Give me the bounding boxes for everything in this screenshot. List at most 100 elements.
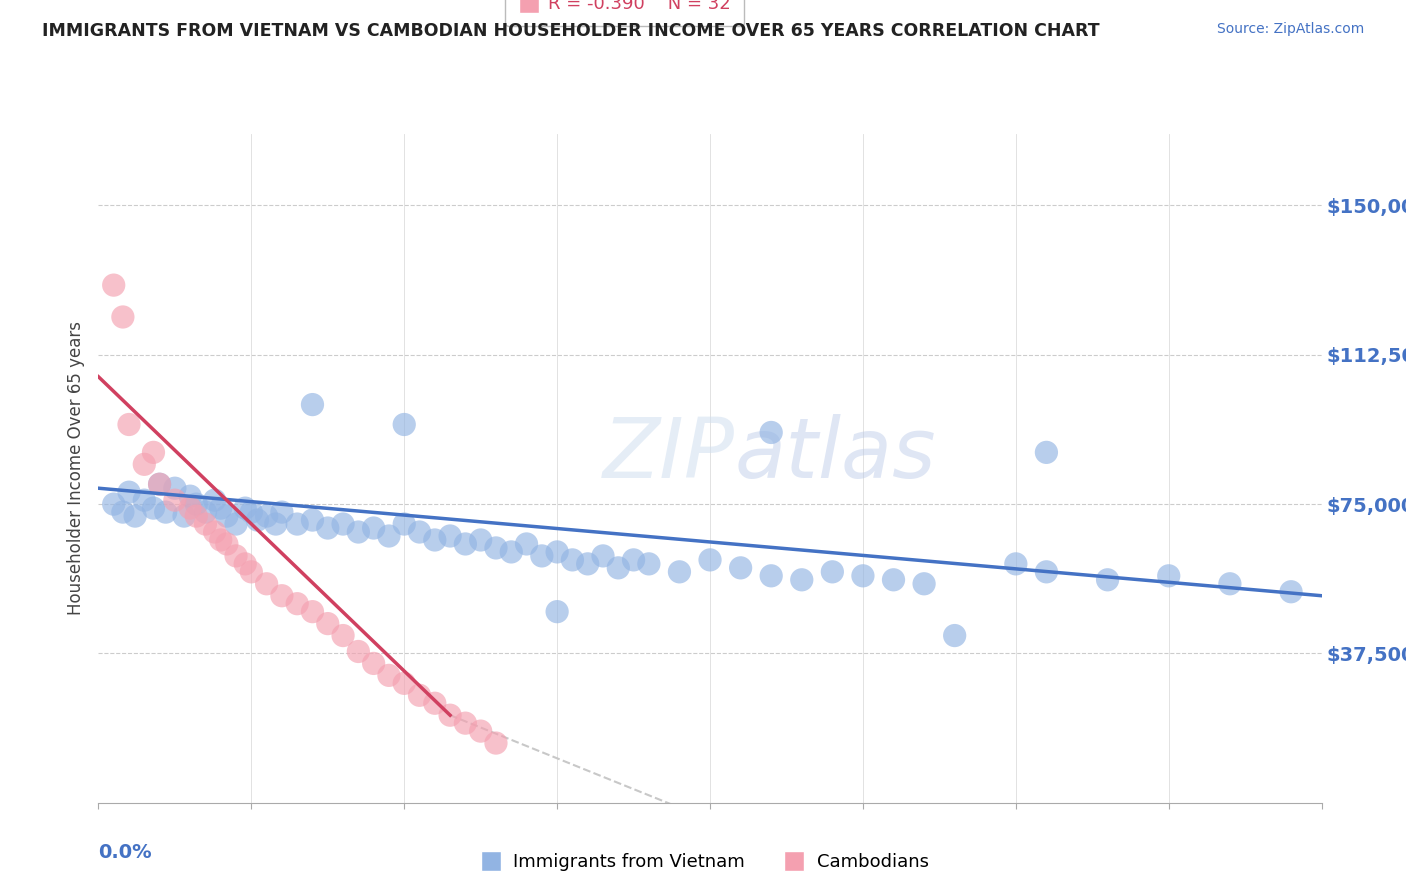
Point (485, 541, 508, 555)
Point (264, 517, 287, 532)
Point (730, 561, 752, 575)
Point (1035, 445, 1057, 459)
Point (912, 576, 935, 591)
Legend: Immigrants from Vietnam, Cambodians: Immigrants from Vietnam, Cambodians (470, 847, 936, 879)
Point (668, 565, 690, 579)
Point (408, 524, 430, 539)
Point (1279, 584, 1302, 599)
Point (215, 537, 238, 551)
Text: IMMIGRANTS FROM VIETNAM VS CAMBODIAN HOUSEHOLDER INCOME OVER 65 YEARS CORRELATIO: IMMIGRANTS FROM VIETNAM VS CAMBODIAN HOU… (42, 22, 1099, 40)
Point (209, 501, 232, 516)
Point (240, 565, 263, 579)
Point (233, 501, 256, 516)
Point (155, 505, 177, 519)
Point (363, 657, 385, 671)
Point (256, 509, 278, 524)
Point (225, 549, 247, 563)
Text: ZIP: ZIP (603, 415, 734, 495)
Point (439, 708, 461, 723)
Point (1219, 576, 1241, 591)
Point (118, 417, 141, 432)
Point (142, 501, 165, 516)
Point (179, 489, 201, 503)
Point (561, 553, 583, 567)
Point (392, 676, 416, 690)
Point (347, 644, 370, 658)
Point (1004, 557, 1026, 571)
Point (576, 557, 599, 571)
Point (592, 549, 614, 563)
Point (1157, 569, 1180, 583)
Point (270, 589, 292, 603)
Point (378, 529, 401, 543)
Point (209, 533, 232, 547)
Point (363, 521, 385, 535)
Point (194, 517, 217, 532)
Point (134, 458, 156, 472)
Point (240, 505, 263, 519)
Point (423, 533, 446, 547)
Y-axis label: Householder Income Over 65 years: Householder Income Over 65 years (66, 321, 84, 615)
Point (186, 497, 208, 511)
Point (623, 553, 645, 567)
Legend: R = -0.384    N = 66, R = -0.390    N = 32: R = -0.384 N = 66, R = -0.390 N = 32 (505, 0, 744, 26)
Point (301, 605, 323, 619)
Point (332, 628, 354, 642)
Text: Source: ZipAtlas.com: Source: ZipAtlas.com (1216, 22, 1364, 37)
Point (392, 417, 416, 432)
Point (124, 509, 146, 524)
Point (142, 445, 165, 459)
Point (103, 497, 125, 511)
Point (111, 310, 134, 324)
Point (408, 688, 430, 702)
Point (943, 628, 966, 642)
Point (637, 557, 661, 571)
Point (149, 477, 172, 491)
Point (439, 529, 461, 543)
Point (163, 481, 186, 495)
Point (821, 565, 844, 579)
Point (1097, 573, 1119, 587)
Point (852, 569, 875, 583)
Point (215, 509, 238, 524)
Point (454, 537, 477, 551)
Point (225, 517, 247, 532)
Point (316, 616, 339, 631)
Point (607, 561, 630, 575)
Point (530, 549, 553, 563)
Point (546, 545, 568, 559)
Point (285, 517, 308, 532)
Point (233, 557, 256, 571)
Point (173, 509, 195, 524)
Point (256, 576, 278, 591)
Point (149, 477, 172, 491)
Point (179, 501, 201, 516)
Point (301, 398, 323, 412)
Point (246, 513, 269, 527)
Point (883, 573, 905, 587)
Point (790, 573, 813, 587)
Point (501, 545, 523, 559)
Point (470, 724, 492, 739)
Point (1035, 565, 1057, 579)
Point (759, 569, 782, 583)
Point (392, 517, 416, 532)
Point (194, 505, 217, 519)
Point (378, 668, 401, 682)
Point (186, 509, 208, 524)
Point (546, 605, 568, 619)
Text: atlas: atlas (734, 415, 936, 495)
Text: 0.0%: 0.0% (98, 843, 152, 862)
Point (301, 513, 323, 527)
Point (103, 278, 125, 293)
Point (516, 537, 538, 551)
Point (118, 485, 141, 500)
Point (485, 736, 508, 750)
Point (285, 597, 308, 611)
Point (759, 425, 782, 440)
Point (470, 533, 492, 547)
Point (454, 716, 477, 731)
Point (204, 493, 226, 508)
Point (204, 524, 226, 539)
Point (134, 493, 156, 508)
